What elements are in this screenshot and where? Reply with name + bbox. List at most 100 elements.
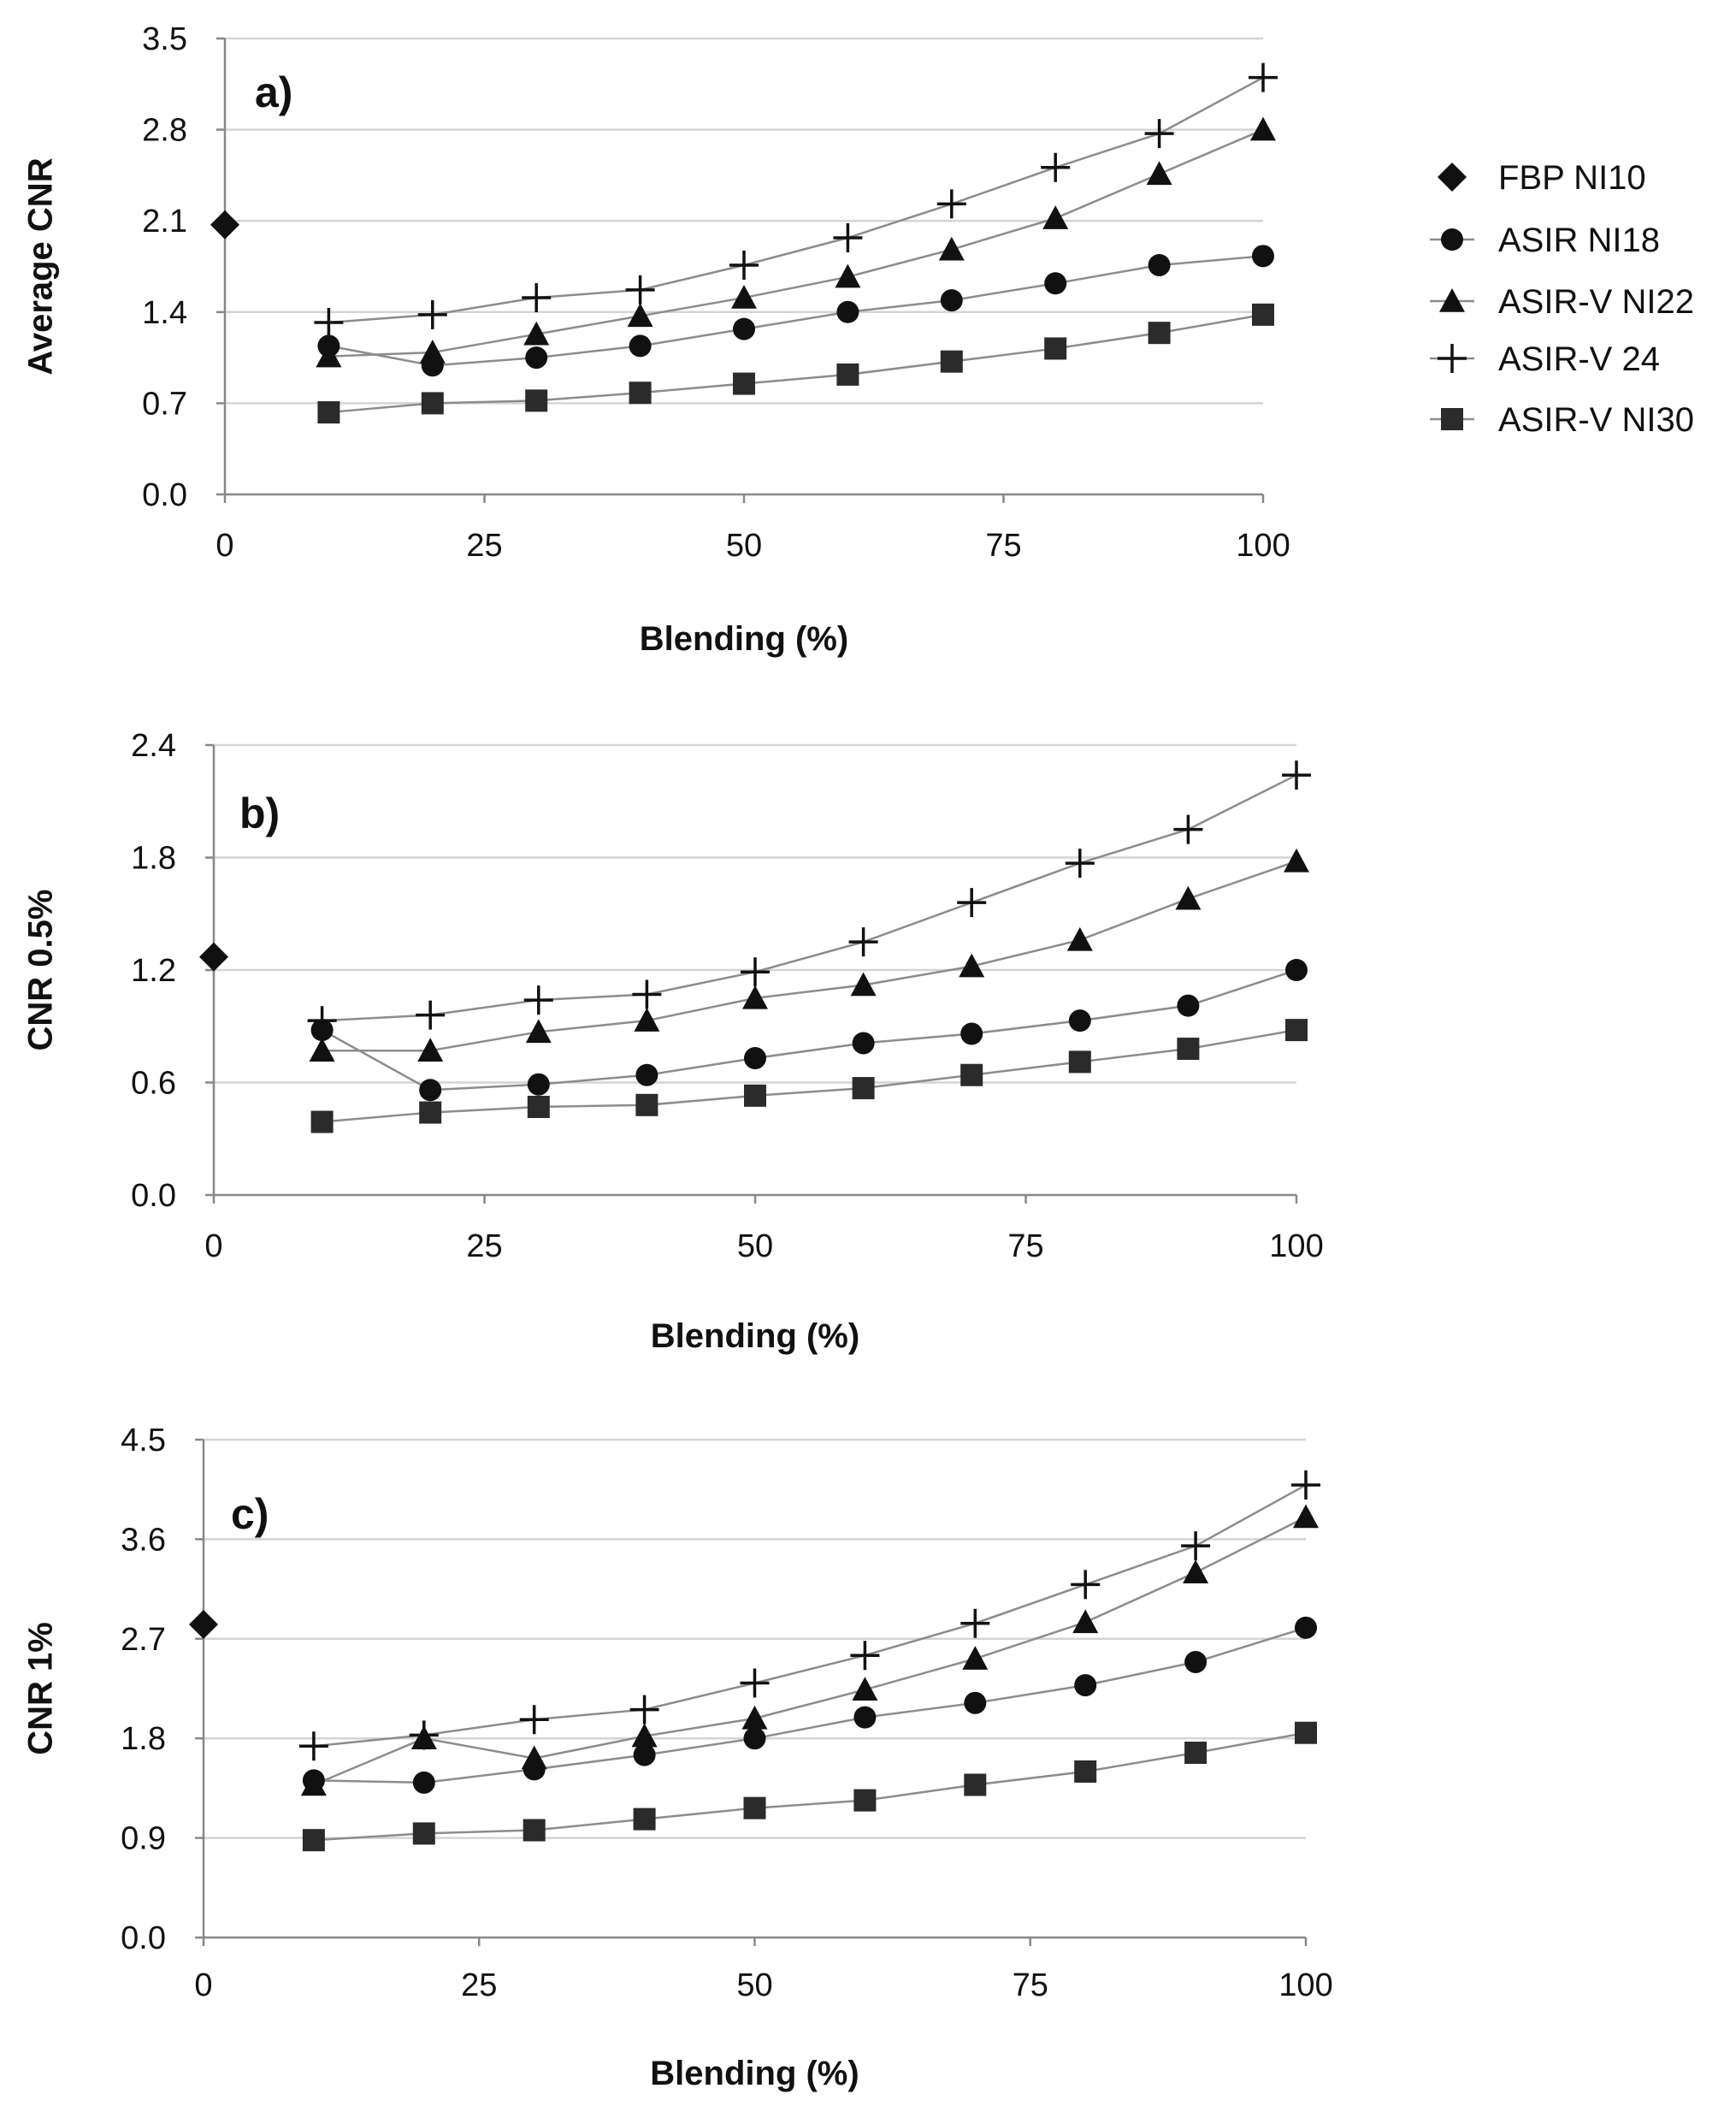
data-point-asir-v-24	[629, 1695, 659, 1725]
data-point-asir-ni18	[1068, 1009, 1091, 1032]
y-tick-label: 2.1	[142, 204, 187, 240]
legend-marker-circle-icon	[1441, 228, 1463, 251]
data-point-asir-ni18	[1285, 959, 1308, 981]
data-point-asir-v-ni30	[1252, 303, 1274, 326]
data-point-asir-ni18	[1295, 1616, 1317, 1639]
x-tick-label: 50	[726, 528, 762, 564]
data-point-asir-v-24	[1173, 814, 1203, 844]
data-point-asir-v-24	[741, 957, 770, 987]
data-point-asir-v-ni22	[1293, 1504, 1319, 1529]
data-point-asir-v-ni22	[938, 236, 965, 261]
data-point-asir-v-ni22	[634, 1008, 660, 1032]
data-point-asir-ni18	[1148, 253, 1171, 276]
series-line-asir-v-ni22	[328, 128, 1264, 358]
y-tick-label: 0.7	[142, 386, 187, 422]
data-point-asir-v-ni30	[1184, 1742, 1208, 1765]
data-point-asir-v-ni30	[733, 372, 755, 395]
data-point-asir-v-ni30	[1177, 1038, 1200, 1061]
data-point-asir-v-ni30	[633, 1807, 656, 1831]
data-point-asir-ni18	[527, 1073, 550, 1096]
legend-marker-plus-icon	[1438, 344, 1467, 373]
data-point-asir-ni18	[853, 1706, 877, 1729]
panel-label: c)	[231, 1490, 269, 1538]
y-tick-label: 3.5	[142, 21, 187, 57]
data-point-asir-ni18	[419, 1079, 442, 1102]
panel-label: b)	[239, 790, 280, 837]
x-tick-label: 100	[1269, 1228, 1323, 1264]
y-axis-title: Average CNR	[22, 157, 60, 375]
legend-label: ASIR NI18	[1498, 222, 1660, 259]
data-point-asir-v-24	[850, 1641, 880, 1671]
series-line-asir-ni18	[321, 968, 1297, 1092]
y-tick-label: 4.5	[121, 1423, 166, 1458]
data-point-asir-v-ni22	[959, 953, 985, 978]
data-point-asir-v-ni30	[853, 1789, 877, 1812]
y-tick-label: 3.6	[121, 1522, 166, 1558]
y-tick-label: 2.7	[121, 1622, 166, 1658]
data-point-asir-ni18	[940, 289, 963, 312]
series-line-asir-ni18	[328, 255, 1264, 367]
data-point-asir-v-ni30	[940, 350, 963, 373]
x-tick-label: 25	[461, 1967, 497, 2003]
series-line-asir-v-24	[322, 773, 1297, 1022]
data-point-asir-v-ni22	[1175, 885, 1202, 910]
data-point-asir-v-24	[625, 275, 655, 305]
y-tick-label: 1.8	[121, 1721, 166, 1757]
series-line-asir-v-ni30	[322, 1028, 1297, 1123]
panel-label: a)	[255, 68, 292, 116]
y-tick-label: 0.0	[142, 477, 187, 513]
legend-label: ASIR-V 24	[1498, 340, 1660, 378]
series-line-asir-v-ni30	[328, 313, 1264, 414]
y-tick-label: 0.9	[121, 1821, 166, 1857]
data-point-asir-v-ni30	[960, 1063, 983, 1086]
data-point-asir-v-ni22	[1146, 161, 1172, 186]
panel-a: 0.0 0.7 1.4 2.1 2.8 3.5 0 25 50 75 100 Blending (%)…	[22, 21, 1290, 658]
data-point-asir-v-24	[307, 1006, 337, 1036]
data-point-asir-v-ni22	[316, 343, 342, 368]
x-tick-label: 25	[466, 1228, 502, 1264]
data-point-asir-v-ni30	[1074, 1760, 1097, 1783]
data-point-fbp-ni10	[189, 1609, 218, 1639]
data-point-asir-ni18	[1074, 1674, 1097, 1697]
data-point-asir-v-ni30	[1285, 1019, 1308, 1042]
data-point-asir-v-ni22	[1284, 848, 1309, 873]
series-line-asir-ni18	[313, 1626, 1307, 1784]
legend: FBP NI10 ASIR NI18 ASIR-V NI22 ASIR-V 24 ASI…	[1430, 159, 1694, 439]
data-point-asir-v-24	[298, 1731, 328, 1761]
data-point-asir-ni18	[1184, 1650, 1208, 1673]
data-point-asir-v-ni30	[523, 1819, 546, 1842]
data-point-asir-v-ni22	[309, 1038, 335, 1062]
x-tick-label: 0	[194, 1967, 212, 2003]
data-point-fbp-ni10	[199, 942, 228, 972]
data-point-asir-v-24	[522, 283, 552, 313]
series-line-asir-v-ni30	[313, 1731, 1307, 1842]
series-line-asir-v-24	[328, 76, 1264, 324]
data-point-asir-v-ni22	[521, 1745, 547, 1770]
series-line-asir-v-ni22	[313, 1516, 1307, 1786]
data-point-asir-ni18	[964, 1691, 987, 1714]
data-point-asir-v-ni30	[852, 1077, 875, 1100]
legend-label: ASIR-V NI30	[1498, 401, 1694, 439]
x-axis-title: Blending (%)	[640, 620, 848, 658]
data-point-asir-ni18	[633, 1743, 656, 1766]
legend-marker-square-icon	[1441, 408, 1463, 430]
data-point-asir-ni18	[629, 334, 652, 358]
data-point-asir-v-ni22	[1250, 116, 1276, 141]
data-point-asir-ni18	[743, 1727, 766, 1750]
data-point-asir-v-24	[1144, 119, 1174, 149]
data-point-asir-v-ni30	[317, 401, 340, 424]
data-point-asir-v-24	[519, 1705, 549, 1735]
data-point-asir-v-24	[1181, 1531, 1211, 1561]
data-point-asir-v-24	[314, 307, 344, 337]
data-point-asir-v-ni22	[1066, 926, 1093, 951]
x-tick-label: 100	[1278, 1967, 1332, 2003]
data-point-asir-v-ni30	[412, 1822, 435, 1845]
x-tick-label: 75	[1007, 1228, 1043, 1264]
data-point-asir-ni18	[635, 1063, 658, 1086]
x-tick-label: 0	[216, 528, 233, 564]
data-point-asir-v-ni22	[731, 285, 757, 309]
data-point-asir-ni18	[1044, 272, 1067, 295]
y-tick-label: 2.4	[131, 728, 176, 764]
x-tick-label: 50	[736, 1967, 772, 2003]
x-tick-label: 100	[1236, 528, 1290, 564]
